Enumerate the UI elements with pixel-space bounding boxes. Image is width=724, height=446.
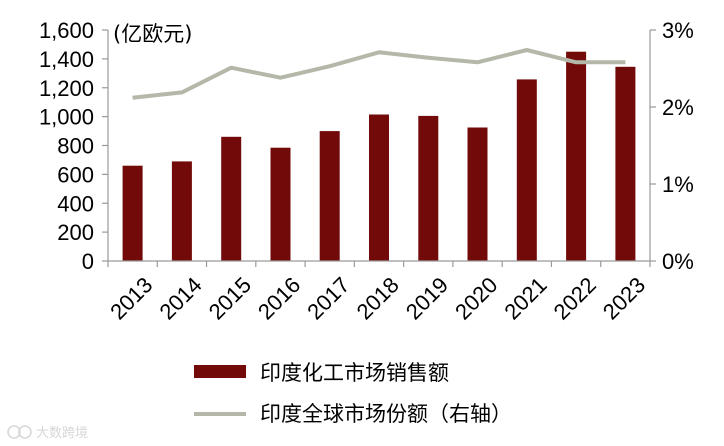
unit-label: (亿欧元) [113,22,192,46]
legend: 印度化工市场销售额 印度全球市场份额（右轴） [194,361,512,426]
right-tick-label: 1% [662,172,694,197]
left-tick-label: 1,000 [39,105,94,130]
right-tick-label: 3% [662,18,694,43]
bar-2021 [516,79,537,262]
x-tick-label: 2017 [302,272,354,324]
x-tick-label: 2015 [204,272,256,324]
axes [102,29,656,267]
left-tick-label: 1,600 [39,18,94,43]
x-tick-label: 2023 [598,272,650,324]
bar-series [122,51,636,262]
bar-2016 [270,147,291,261]
left-tick-label: 1,200 [39,76,94,101]
bar-2019 [418,115,439,262]
share-line [132,48,626,100]
left-tick-label: 400 [57,191,94,216]
line-series [132,48,626,100]
right-tick-label: 2% [662,95,694,120]
watermark-text: 大数跨境 [36,426,88,441]
watermark: 大数跨境 [7,425,88,441]
x-tick-label: 2022 [549,272,601,324]
bar-2020 [467,127,488,261]
bar-2017 [319,131,340,261]
bar-2015 [221,136,242,261]
legend-label-line: 印度全球市场份额（右轴） [260,402,512,426]
legend-label-bar: 印度化工市场销售额 [260,361,449,385]
right-tick-label: 0% [662,249,694,274]
bar-2018 [369,114,389,261]
x-tick-label: 2014 [154,272,206,324]
left-tick-label: 600 [57,162,94,187]
x-tick-label: 2020 [450,272,502,324]
watermark-logo-icon [7,425,32,439]
left-tick-label: 800 [57,134,94,159]
x-tick-label: 2016 [253,272,305,324]
left-tick-label: 200 [57,220,94,245]
bar-2014 [171,161,192,261]
x-tick-label: 2013 [105,272,157,324]
x-tick-label: 2018 [352,272,404,324]
left-tick-label: 0 [82,249,94,274]
bar-2013 [122,165,143,261]
bar-2023 [615,66,636,261]
x-tick-label: 2021 [499,272,551,324]
left-tick-label: 1,400 [39,47,94,72]
x-tick-label: 2019 [401,272,453,324]
legend-swatch-bar [194,365,246,378]
bar-2022 [566,51,587,262]
